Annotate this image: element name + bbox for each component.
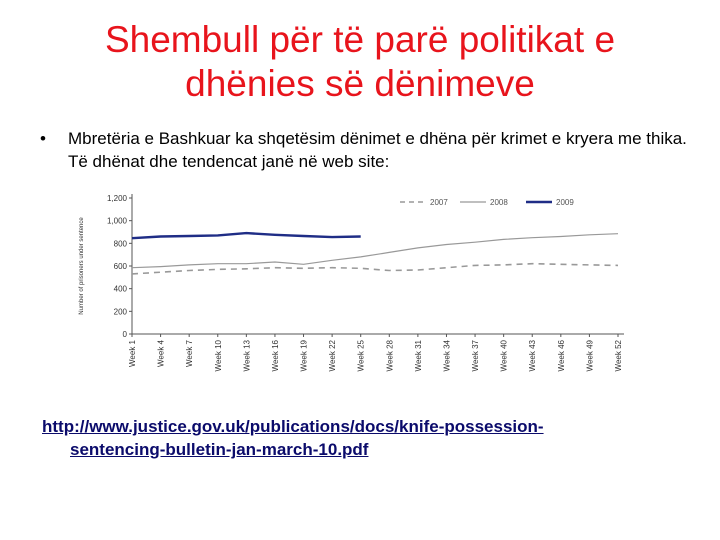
source-link-line-2[interactable]: sentencing-bulletin-jan-march-10.pdf [70, 440, 369, 459]
title-line-2: dhënies së dënimeve [185, 63, 535, 104]
x-tick-label: Week 4 [157, 339, 166, 367]
y-tick-label: 200 [114, 307, 128, 316]
series-line-2007 [131, 262, 619, 275]
slide-title: Shembull për të parë politikat e dhënies… [0, 18, 720, 106]
series-line-2009 [131, 231, 361, 240]
x-tick-label: Week 7 [185, 339, 194, 367]
x-tick-label: Week 37 [471, 339, 480, 371]
x-tick-label: Week 49 [585, 339, 594, 371]
x-tick-label: Week 19 [300, 339, 309, 371]
bullet-icon: • [40, 129, 46, 148]
legend-label-2009: 2009 [556, 198, 574, 207]
source-link[interactable]: http://www.justice.gov.uk/publications/d… [42, 415, 682, 461]
x-tick-label: Week 28 [385, 339, 394, 371]
x-tick-label: Week 22 [328, 339, 337, 371]
y-tick-label: 1,000 [107, 217, 128, 226]
series-line-2008 [131, 233, 619, 269]
y-axis-label: Number of prisoners under sentence [79, 217, 85, 315]
x-tick-label: Week 10 [214, 339, 223, 371]
x-tick-label: Week 43 [528, 339, 537, 371]
y-tick-label: 0 [123, 330, 128, 339]
title-line-1: Shembull për të parë politikat e [104, 19, 616, 60]
x-tick-label: Week 46 [557, 339, 566, 371]
y-tick-label: 600 [114, 262, 128, 271]
source-link-line-1[interactable]: http://www.justice.gov.uk/publications/d… [42, 417, 544, 436]
prisoners-line-chart: 0 200 400 600 800 1,000 1,200 Number of prisone… [70, 186, 630, 408]
bullet-text: Mbretëria e Bashkuar ka shqetësim dënime… [68, 129, 687, 171]
x-tick-label: Week 52 [614, 339, 623, 371]
y-tick-label: 1,200 [107, 194, 128, 203]
x-tick-label: Week 13 [242, 339, 251, 371]
legend-label-2007: 2007 [430, 198, 448, 207]
x-tick-label: Week 1 [128, 339, 137, 367]
x-tick-label: Week 34 [442, 339, 451, 371]
x-tick-label: Week 31 [414, 339, 423, 371]
y-tick-label: 800 [114, 239, 128, 248]
x-tick-label: Week 25 [357, 339, 366, 371]
legend-label-2008: 2008 [490, 198, 508, 207]
x-tick-label: Week 16 [271, 339, 280, 371]
x-tick-label: Week 40 [500, 339, 509, 371]
y-tick-label: 400 [114, 285, 128, 294]
